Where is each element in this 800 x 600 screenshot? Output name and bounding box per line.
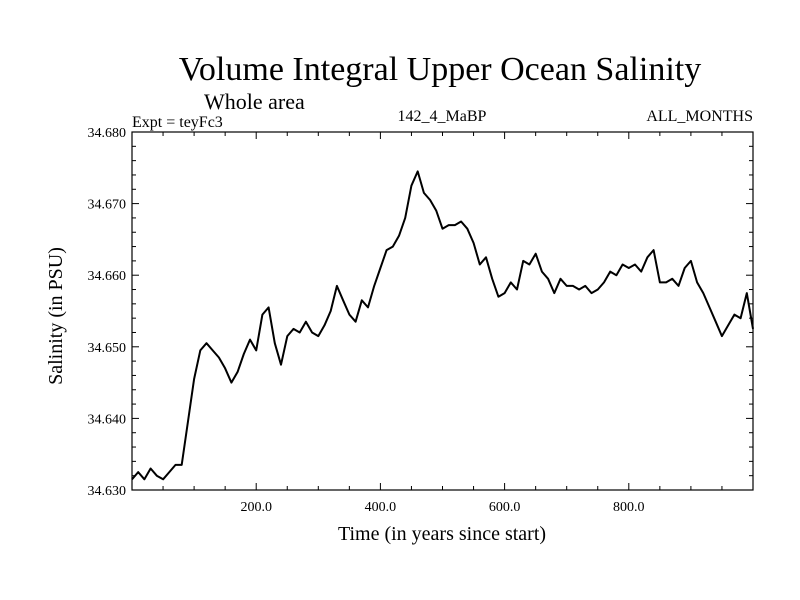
chart-subtitle: Whole area (204, 89, 305, 114)
salinity-series-line (131, 170, 754, 481)
experiment-label: Expt = teyFc3 (132, 114, 223, 131)
y-axis-label: Salinity (in PSU) (45, 247, 67, 385)
x-tick-label: 200.0 (240, 500, 272, 515)
run-id-label: 142_4_MaBP (398, 108, 487, 125)
y-tick-label: 34.640 (88, 412, 127, 427)
x-axis-label: Time (in years since start) (338, 523, 546, 545)
y-tick-label: 34.630 (88, 484, 127, 499)
x-tick-label: 400.0 (365, 500, 397, 515)
y-ticks-group: 34.630 34.640 34.650 34.660 34.670 34.680 (88, 126, 127, 499)
y-tick-label: 34.680 (88, 126, 127, 141)
x-ticks-group: 200.0 400.0 600.0 800.0 (240, 500, 644, 515)
x-tick-label: 800.0 (613, 500, 645, 515)
axes-group (131, 131, 754, 491)
y-tick-label: 34.660 (88, 269, 127, 284)
months-label: ALL_MONTHS (646, 108, 753, 125)
y-tick-label: 34.650 (88, 341, 127, 356)
y-tick-label: 34.670 (88, 198, 127, 213)
x-tick-label: 600.0 (489, 500, 521, 515)
chart-title: Volume Integral Upper Ocean Salinity (179, 51, 701, 88)
